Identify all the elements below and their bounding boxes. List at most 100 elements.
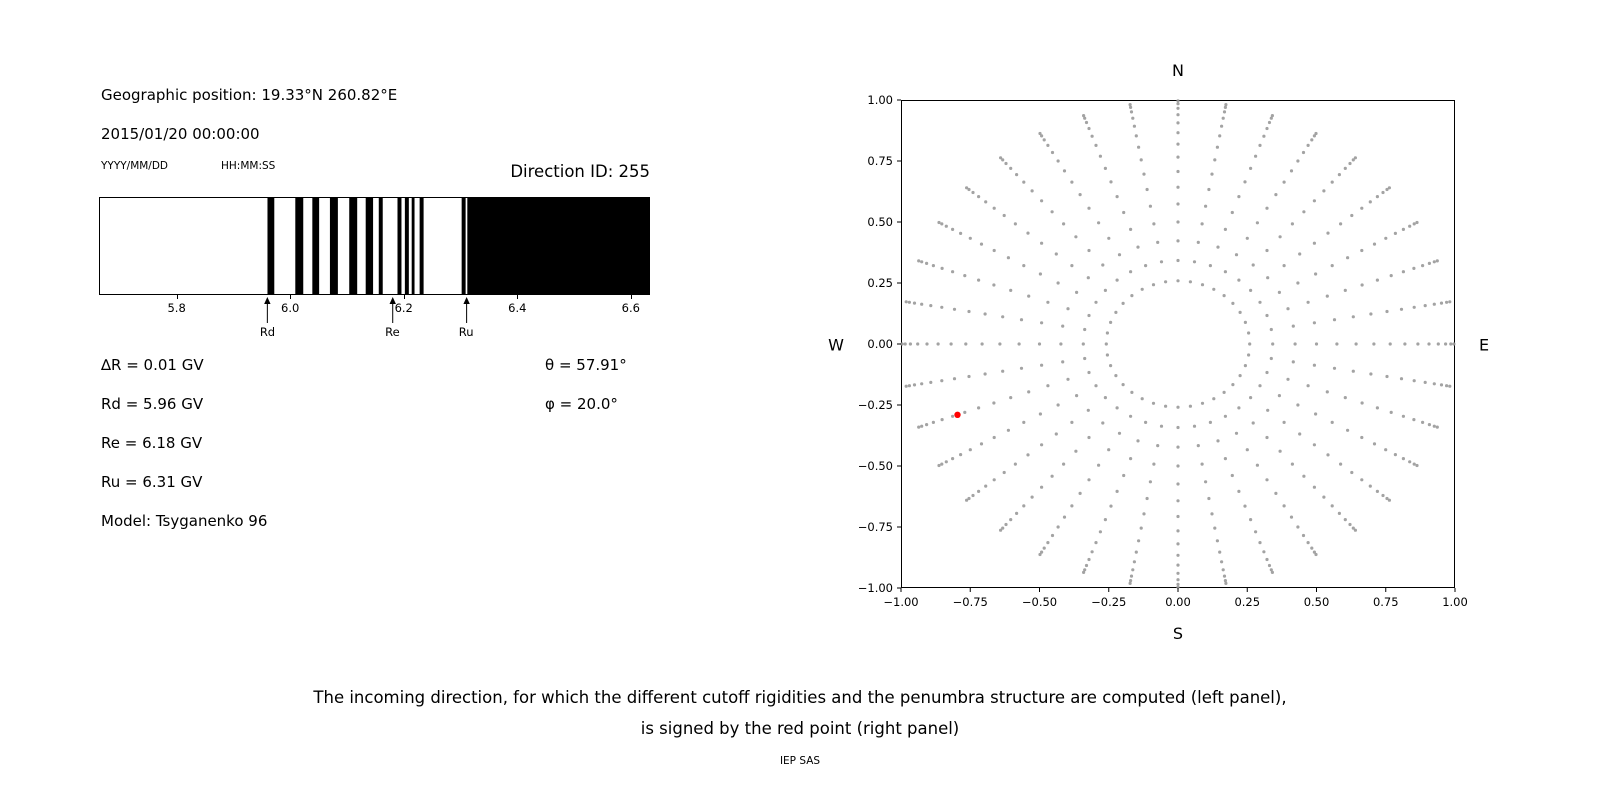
- direction-grid-dot: [1218, 134, 1222, 138]
- direction-grid-dot: [1314, 412, 1318, 416]
- direction-grid-dot: [1269, 356, 1273, 361]
- direction-grid-dot: [1204, 204, 1208, 208]
- direction-grid-dot: [1115, 195, 1119, 199]
- direction-grid-dot: [1207, 187, 1211, 192]
- direction-grid-dot: [1107, 236, 1111, 240]
- direction-grid-dot: [1132, 560, 1136, 564]
- direction-grid-dot: [964, 342, 968, 346]
- direction-grid-dot: [1140, 397, 1144, 401]
- direction-grid-dot: [1070, 264, 1074, 268]
- direction-grid-dot: [1343, 166, 1347, 170]
- direction-grid-dot: [1208, 420, 1212, 424]
- direction-grid-dot: [1062, 515, 1067, 519]
- direction-grid-dot: [1335, 342, 1339, 346]
- direction-grid-dot: [1269, 116, 1273, 120]
- direction-grid-dot: [1062, 462, 1066, 466]
- selected-direction-dot: [954, 411, 961, 418]
- direction-grid-dot: [1237, 278, 1241, 282]
- direction-grid-dot: [907, 300, 911, 304]
- penumbra-bands-svg: [267, 198, 649, 294]
- direction-grid-dot: [963, 274, 967, 278]
- direction-grid-dot: [1122, 210, 1126, 215]
- direction-grid-dot: [1176, 279, 1180, 283]
- direction-grid-dot: [977, 489, 981, 493]
- direction-grid-dot: [967, 374, 971, 379]
- delta-r-value: ∆R = 0.01 GV: [101, 356, 204, 374]
- direction-grid-dot: [1432, 382, 1436, 386]
- caption-line-2: is signed by the red point (right panel): [640, 719, 960, 738]
- direction-grid-dot: [1050, 210, 1054, 214]
- direction-grid-dot: [1360, 206, 1364, 210]
- direction-grid-dot: [1416, 342, 1420, 346]
- direction-grid-dot: [1360, 435, 1364, 440]
- direction-grid-dot: [1375, 195, 1379, 199]
- up-arrow-icon: [264, 297, 271, 323]
- direction-grid-dot: [1192, 260, 1197, 264]
- direction-grid-dot: [1215, 539, 1219, 543]
- direction-grid-dot: [1435, 259, 1439, 263]
- direction-grid-dot: [1296, 403, 1300, 407]
- direction-grid-dot: [1022, 504, 1026, 508]
- scatter-y-tick-label: −0.25: [857, 398, 893, 412]
- direction-grid-dot: [1262, 134, 1266, 138]
- direction-grid-dot: [992, 401, 996, 405]
- direction-grid-dot: [1385, 496, 1389, 501]
- direction-grid-dot: [1322, 189, 1326, 193]
- penumbra-tick-mark: [630, 295, 632, 299]
- direction-grid-dot: [1212, 287, 1216, 291]
- direction-grid-dot: [1082, 570, 1086, 574]
- scatter-y-tick-label: −0.50: [857, 459, 893, 473]
- direction-grid-dot: [1084, 120, 1089, 125]
- penumbra-tick-mark: [403, 295, 405, 299]
- direction-grid-dot: [940, 462, 944, 466]
- direction-grid-dot: [965, 498, 969, 502]
- penumbra-tick-label: 6.4: [508, 301, 527, 315]
- direction-grid-dot: [1097, 463, 1101, 467]
- penumbra-band: [295, 198, 304, 294]
- theta-value: θ = 57.91°: [545, 356, 627, 374]
- direction-grid-dot: [1101, 263, 1105, 267]
- direction-grid-dot: [1445, 300, 1449, 304]
- direction-grid-dot: [1196, 240, 1200, 244]
- direction-grid-dot: [1348, 522, 1352, 527]
- direction-grid-dot: [1330, 264, 1334, 268]
- direction-grid-dot: [1087, 248, 1091, 253]
- direction-grid-dot: [920, 260, 924, 264]
- direction-grid-dot: [1332, 318, 1337, 322]
- direction-grid-dot: [951, 227, 955, 231]
- direction-grid-dot: [1230, 473, 1234, 478]
- direction-grid-dot: [1050, 533, 1055, 538]
- direction-grid-dot: [1078, 491, 1082, 495]
- penumbra-marker-ru: Ru: [459, 297, 474, 339]
- direction-grid-dot: [992, 206, 996, 210]
- direction-grid-dot: [940, 418, 944, 422]
- direction-grid-dot: [1176, 113, 1180, 117]
- direction-grid-dot: [1351, 526, 1355, 530]
- direction-grid-dot: [1388, 342, 1392, 346]
- direction-grid-dot: [1192, 424, 1197, 428]
- direction-grid-dot: [1372, 442, 1377, 446]
- direction-grid-dot: [1339, 222, 1343, 226]
- direction-grid-dot: [1098, 530, 1102, 534]
- direction-grid-dot: [1094, 384, 1098, 388]
- direction-grid-dot: [1086, 408, 1090, 412]
- direction-grid-dot: [912, 301, 917, 305]
- compass-label-north: N: [1172, 61, 1184, 80]
- direction-grid-dot: [1265, 557, 1269, 562]
- direction-grid-dot: [912, 383, 917, 387]
- direction-grid-dot: [998, 342, 1002, 346]
- direction-grid-dot: [1070, 504, 1074, 508]
- direction-grid-dot: [1237, 406, 1241, 410]
- direction-grid-dot: [1337, 173, 1341, 177]
- direction-grid-dot: [1337, 511, 1341, 515]
- direction-grid-dot: [1421, 264, 1425, 268]
- penumbra-band: [419, 198, 424, 294]
- direction-grid-dot: [1129, 110, 1134, 114]
- direction-grid-dot: [1084, 563, 1089, 568]
- direction-grid-dot: [1302, 474, 1306, 478]
- direction-grid-dot: [1350, 213, 1354, 218]
- direction-grid-dot: [1145, 187, 1149, 192]
- direction-grid-dot: [1254, 154, 1258, 158]
- direction-grid-dot: [931, 264, 935, 268]
- up-arrow-head: [389, 297, 396, 304]
